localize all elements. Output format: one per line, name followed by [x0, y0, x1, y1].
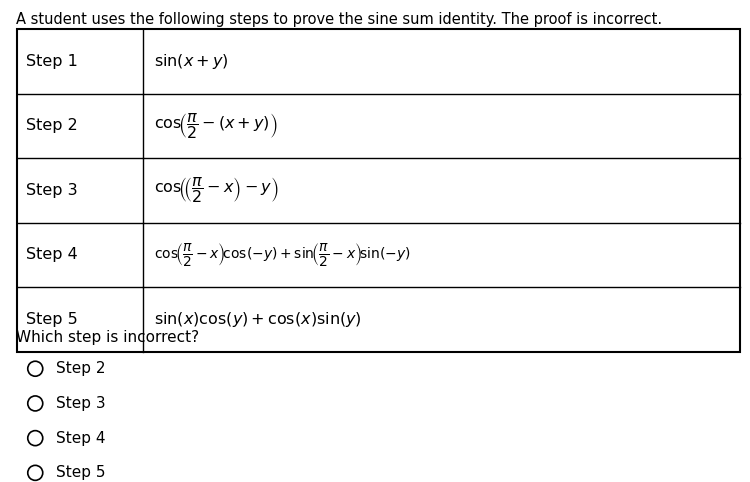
Text: $\mathrm{sin}(x + y)$: $\mathrm{sin}(x + y)$ — [154, 52, 229, 71]
Text: Which step is incorrect?: Which step is incorrect? — [16, 330, 200, 345]
Text: Step 3: Step 3 — [26, 183, 77, 198]
Text: $\mathrm{cos}\!\left(\dfrac{\pi}{2} - x\right)\!\mathrm{cos}(-y) + \mathrm{sin}\: $\mathrm{cos}\!\left(\dfrac{\pi}{2} - x\… — [154, 241, 411, 268]
Text: Step 2: Step 2 — [56, 361, 105, 376]
Text: Step 4: Step 4 — [26, 247, 77, 263]
Text: $\mathrm{cos}\!\left(\dfrac{\pi}{2} - (x + y)\right)$: $\mathrm{cos}\!\left(\dfrac{\pi}{2} - (x… — [154, 111, 278, 141]
Text: $\mathrm{sin}(x)\mathrm{cos}(y) + \mathrm{cos}(x)\mathrm{sin}(y)$: $\mathrm{sin}(x)\mathrm{cos}(y) + \mathr… — [154, 310, 362, 329]
Text: Step 3: Step 3 — [56, 396, 105, 411]
Text: A student uses the following steps to prove the sine sum identity. The proof is : A student uses the following steps to pr… — [16, 12, 663, 27]
Text: Step 1: Step 1 — [26, 54, 77, 69]
Text: Step 5: Step 5 — [56, 465, 105, 481]
Bar — [16, 29, 740, 352]
Text: Step 5: Step 5 — [26, 312, 77, 327]
Text: $\mathrm{cos}\!\left(\!\left(\dfrac{\pi}{2} - x\right) - y\right)$: $\mathrm{cos}\!\left(\!\left(\dfrac{\pi}… — [154, 175, 279, 205]
Text: Step 4: Step 4 — [56, 430, 105, 446]
Text: Step 2: Step 2 — [26, 118, 77, 134]
